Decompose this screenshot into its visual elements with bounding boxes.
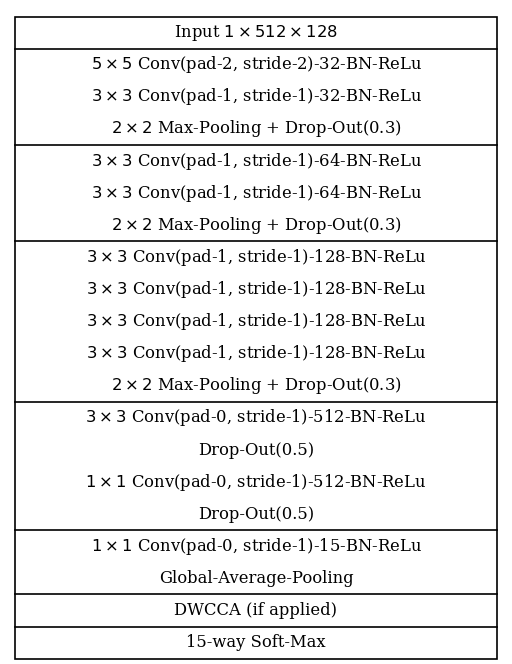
Text: $3 \times 3$ Conv(pad-1, stride-1)-128-BN-ReLu: $3 \times 3$ Conv(pad-1, stride-1)-128-B… xyxy=(86,247,426,268)
Text: $3 \times 3$ Conv(pad-1, stride-1)-128-BN-ReLu: $3 \times 3$ Conv(pad-1, stride-1)-128-B… xyxy=(86,343,426,364)
Text: $2 \times 2$ Max-Pooling + Drop-Out(0.3): $2 \times 2$ Max-Pooling + Drop-Out(0.3) xyxy=(111,214,401,236)
Text: $2 \times 2$ Max-Pooling + Drop-Out(0.3): $2 \times 2$ Max-Pooling + Drop-Out(0.3) xyxy=(111,375,401,396)
Text: Input $1 \times 512 \times 128$: Input $1 \times 512 \times 128$ xyxy=(174,23,338,42)
Text: $3 \times 3$ Conv(pad-1, stride-1)-128-BN-ReLu: $3 \times 3$ Conv(pad-1, stride-1)-128-B… xyxy=(86,279,426,300)
Text: 15-way Soft-Max: 15-way Soft-Max xyxy=(186,634,326,651)
Text: $1 \times 1$ Conv(pad-0, stride-1)-512-BN-ReLu: $1 \times 1$ Conv(pad-0, stride-1)-512-B… xyxy=(86,471,426,493)
Text: Drop-Out(0.5): Drop-Out(0.5) xyxy=(198,442,314,459)
Text: $1 \times 1$ Conv(pad-0, stride-1)-15-BN-ReLu: $1 \times 1$ Conv(pad-0, stride-1)-15-BN… xyxy=(91,536,421,557)
Text: Drop-Out(0.5): Drop-Out(0.5) xyxy=(198,506,314,523)
Text: $3 \times 3$ Conv(pad-1, stride-1)-64-BN-ReLu: $3 \times 3$ Conv(pad-1, stride-1)-64-BN… xyxy=(91,151,421,171)
Text: $3 \times 3$ Conv(pad-1, stride-1)-64-BN-ReLu: $3 \times 3$ Conv(pad-1, stride-1)-64-BN… xyxy=(91,183,421,204)
Text: DWCCA (if applied): DWCCA (if applied) xyxy=(175,602,337,619)
Text: $3 \times 3$ Conv(pad-0, stride-1)-512-BN-ReLu: $3 \times 3$ Conv(pad-0, stride-1)-512-B… xyxy=(86,408,426,428)
Text: $2 \times 2$ Max-Pooling + Drop-Out(0.3): $2 \times 2$ Max-Pooling + Drop-Out(0.3) xyxy=(111,118,401,139)
Text: Global-Average-Pooling: Global-Average-Pooling xyxy=(159,570,353,587)
Text: $3 \times 3$ Conv(pad-1, stride-1)-32-BN-ReLu: $3 \times 3$ Conv(pad-1, stride-1)-32-BN… xyxy=(91,86,421,108)
Text: $5 \times 5$ Conv(pad-2, stride-2)-32-BN-ReLu: $5 \times 5$ Conv(pad-2, stride-2)-32-BN… xyxy=(91,54,421,75)
Text: $3 \times 3$ Conv(pad-1, stride-1)-128-BN-ReLu: $3 \times 3$ Conv(pad-1, stride-1)-128-B… xyxy=(86,311,426,332)
